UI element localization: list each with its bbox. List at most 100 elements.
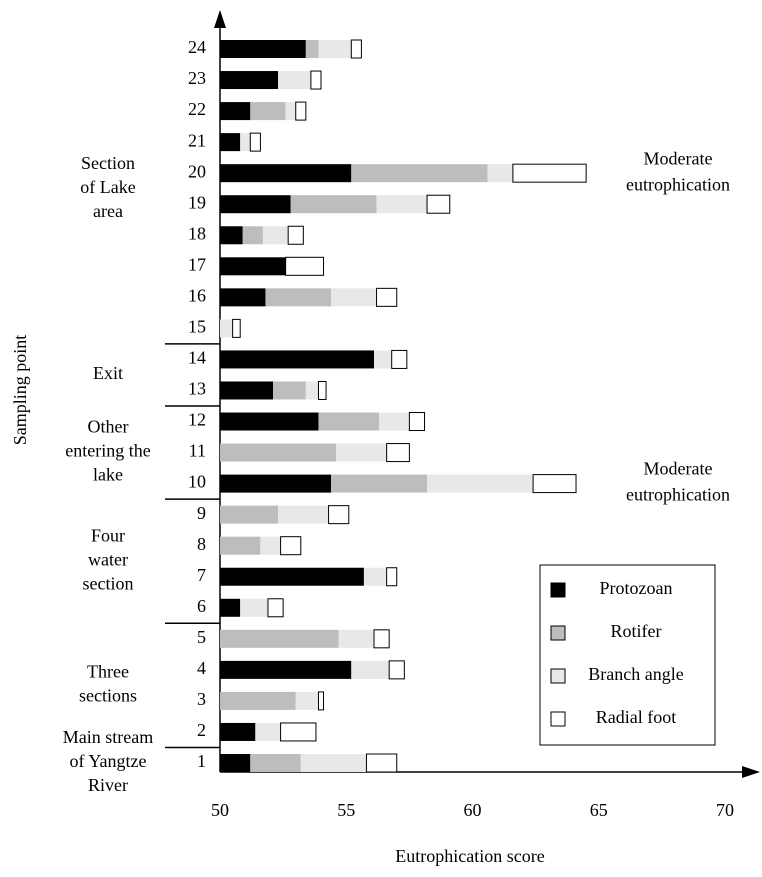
group-label: Section	[81, 153, 135, 173]
annotation: eutrophication	[626, 174, 730, 194]
x-axis-arrow	[742, 766, 760, 778]
group-label: lake	[93, 465, 123, 485]
bar-segment	[220, 381, 274, 400]
group-label: entering the	[65, 441, 150, 461]
bar-segment	[220, 443, 337, 462]
y-tick-label: 14	[188, 348, 206, 368]
group-label: water	[88, 549, 128, 569]
bar-segment	[278, 505, 329, 524]
group-label: sections	[79, 686, 137, 706]
bar-segment	[220, 164, 352, 183]
annotation: Moderate	[644, 459, 713, 479]
bar-segment	[351, 164, 488, 183]
bar-segment	[220, 102, 251, 121]
bar-segment	[220, 226, 243, 245]
bar-segment	[331, 474, 428, 493]
legend-swatch	[550, 668, 566, 684]
bar-segment	[260, 536, 281, 555]
bar-segment	[328, 505, 350, 525]
y-tick-label: 3	[197, 689, 206, 709]
bar-segment	[220, 71, 279, 90]
y-tick-label: 9	[197, 503, 206, 523]
legend-label: Rotifer	[611, 621, 662, 641]
annotation: eutrophication	[626, 485, 730, 505]
bar-segment	[351, 660, 390, 679]
bar-segment	[350, 39, 362, 59]
group-label: section	[83, 573, 134, 593]
y-tick-label: 4	[197, 658, 206, 678]
bar-segment	[338, 629, 375, 648]
bar-segment	[318, 40, 352, 58]
bar-segment	[220, 474, 332, 493]
bar-segment	[376, 195, 428, 214]
bar-segment	[391, 349, 408, 369]
y-tick-label: 18	[188, 223, 206, 243]
bar-segment	[287, 225, 304, 245]
y-tick-label: 24	[188, 37, 206, 57]
y-tick-label: 7	[197, 565, 206, 585]
bar-segment	[374, 350, 392, 369]
bar-segment	[376, 287, 398, 307]
bar-segment	[317, 380, 327, 400]
group-label: Other	[88, 417, 129, 437]
group-label: Exit	[93, 363, 123, 383]
group-label: Four	[91, 525, 125, 545]
bar-segment	[262, 226, 289, 245]
annotation: Moderate	[644, 148, 713, 168]
bar-segment	[265, 288, 332, 307]
y-tick-label: 10	[188, 472, 206, 492]
bar-segment	[318, 412, 380, 431]
bar-segment	[331, 288, 377, 307]
legend-label: Protozoan	[600, 578, 673, 598]
bar-segment	[220, 40, 306, 58]
bar-segment	[285, 256, 325, 276]
bar-segment	[220, 598, 241, 617]
bar-segment	[379, 412, 410, 431]
bar-segment	[408, 412, 426, 432]
y-tick-label: 16	[188, 285, 206, 305]
bar-segment	[487, 164, 513, 183]
legend-label: Radial foot	[596, 707, 676, 727]
legend-swatch	[550, 582, 566, 598]
legend-box	[539, 564, 716, 746]
bar-segment	[305, 381, 319, 400]
bar-segment	[336, 443, 387, 462]
bar-segment	[240, 598, 268, 617]
bar-segment	[295, 101, 307, 121]
bar-segment	[220, 691, 296, 710]
x-axis-label: Eutrophication score	[395, 846, 544, 866]
bar-segment	[242, 226, 263, 245]
bar-segment	[250, 754, 301, 772]
group-label: Three	[87, 662, 129, 682]
y-tick-label: 22	[188, 99, 206, 119]
y-tick-label: 15	[188, 317, 206, 337]
group-label: River	[88, 775, 128, 795]
y-tick-label: 19	[188, 192, 206, 212]
y-tick-label: 12	[188, 410, 206, 430]
bar-segment	[300, 754, 367, 772]
bar-segment	[373, 629, 390, 649]
legend-swatch	[550, 625, 566, 641]
bar-segment	[386, 567, 398, 587]
bar-segment	[220, 350, 375, 369]
legend-swatch	[550, 711, 566, 727]
bar-segment	[273, 381, 306, 400]
bar-segment	[255, 722, 281, 741]
y-tick-label: 8	[197, 534, 206, 554]
bar-segment	[220, 754, 251, 772]
bar-segment	[386, 443, 410, 463]
bar-segment	[290, 195, 377, 214]
bar-segment	[220, 288, 266, 307]
bar-segment	[267, 598, 284, 618]
bar-segment	[220, 536, 261, 555]
bar-segment	[426, 194, 451, 214]
bar-segment	[250, 102, 286, 121]
bar-segment	[295, 691, 319, 710]
bar-segment	[280, 722, 317, 742]
y-axis-label: Sampling point	[10, 335, 30, 446]
bar-segment	[285, 102, 296, 121]
bar-segment	[278, 71, 311, 90]
bar-segment	[220, 722, 256, 741]
bar-segment	[220, 412, 319, 431]
x-tick-label: 60	[464, 800, 482, 820]
